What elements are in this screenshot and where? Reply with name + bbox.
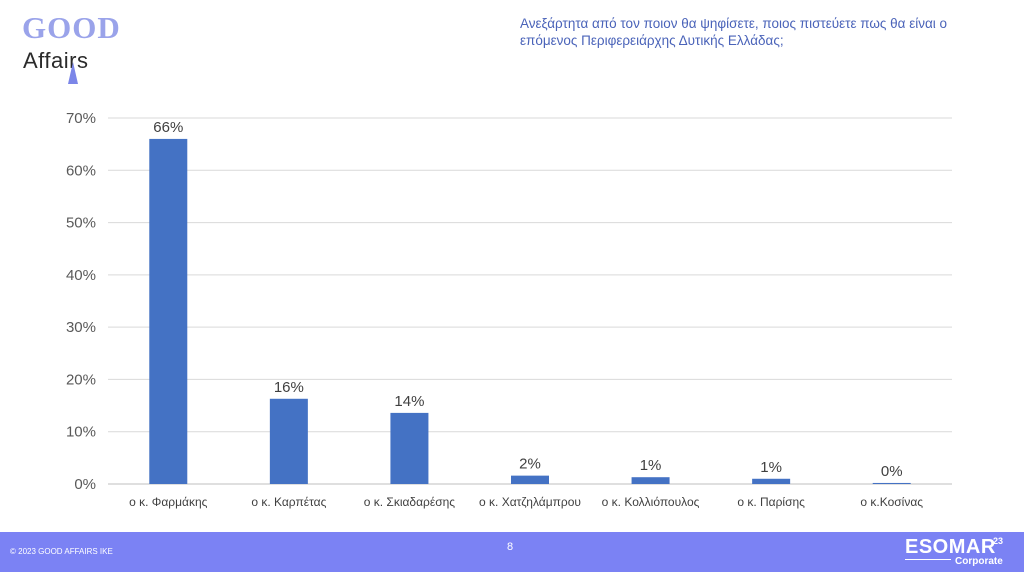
- data-label: 2%: [519, 456, 541, 473]
- copyright-text: © 2023 GOOD AFFAIRS IKE: [10, 547, 113, 556]
- bar: [149, 138, 188, 484]
- category-label: ο κ. Καρπέτας: [251, 495, 326, 509]
- bar: [390, 412, 429, 484]
- page-number: 8: [507, 541, 514, 553]
- category-label: ο κ. Σκιαδαρέσης: [364, 495, 456, 509]
- bar: [752, 478, 791, 484]
- y-tick-label: 50%: [66, 215, 96, 232]
- data-label: 66%: [153, 119, 183, 136]
- logo-pin-icon: [68, 62, 78, 84]
- category-label: ο κ.Κοσίνας: [860, 495, 923, 509]
- y-tick-label: 40%: [66, 267, 96, 284]
- category-label: ο κ. Κολλιόπουλος: [602, 495, 700, 509]
- footer-bar: © 2023 GOOD AFFAIRS IKE 8 ESOMAR 23 Corp…: [0, 532, 1024, 572]
- bar: [511, 475, 549, 484]
- bar: [631, 477, 670, 484]
- esomar-logo: ESOMAR 23 Corporate: [905, 536, 1015, 570]
- data-label: 1%: [760, 459, 782, 476]
- esomar-corporate: Corporate: [955, 556, 1003, 567]
- y-tick-label: 60%: [66, 162, 96, 179]
- y-tick-label: 30%: [66, 319, 96, 336]
- y-tick-label: 10%: [66, 424, 96, 441]
- esomar-word: ESOMAR: [905, 536, 996, 558]
- data-label: 14%: [394, 393, 424, 410]
- y-tick-label: 0%: [74, 476, 96, 493]
- survey-question: Ανεξάρτητα από τον ποιον θα ψηφίσετε, πο…: [520, 16, 948, 48]
- esomar-divider: [905, 559, 951, 560]
- good-affairs-logo: GOOD Affairs: [22, 10, 132, 84]
- bar: [269, 398, 308, 484]
- data-label: 1%: [640, 457, 662, 474]
- data-label: 0%: [881, 463, 903, 480]
- data-label: 16%: [274, 379, 304, 396]
- category-label: ο κ. Χατζηλάμπρου: [479, 495, 581, 509]
- logo-good-text: GOOD: [22, 10, 121, 45]
- y-tick-label: 20%: [66, 371, 96, 388]
- y-tick-label: 70%: [66, 110, 96, 127]
- category-label: ο κ. Φαρμάκης: [129, 495, 208, 509]
- bar-chart: 0% 10% 20% 30% 40% 50% 60% 70% 66% ο κ. Φαρμάκης 1…: [66, 110, 952, 509]
- esomar-number: 23: [993, 536, 1004, 546]
- bar: [872, 482, 911, 484]
- category-label: ο κ. Παρίσης: [737, 495, 805, 509]
